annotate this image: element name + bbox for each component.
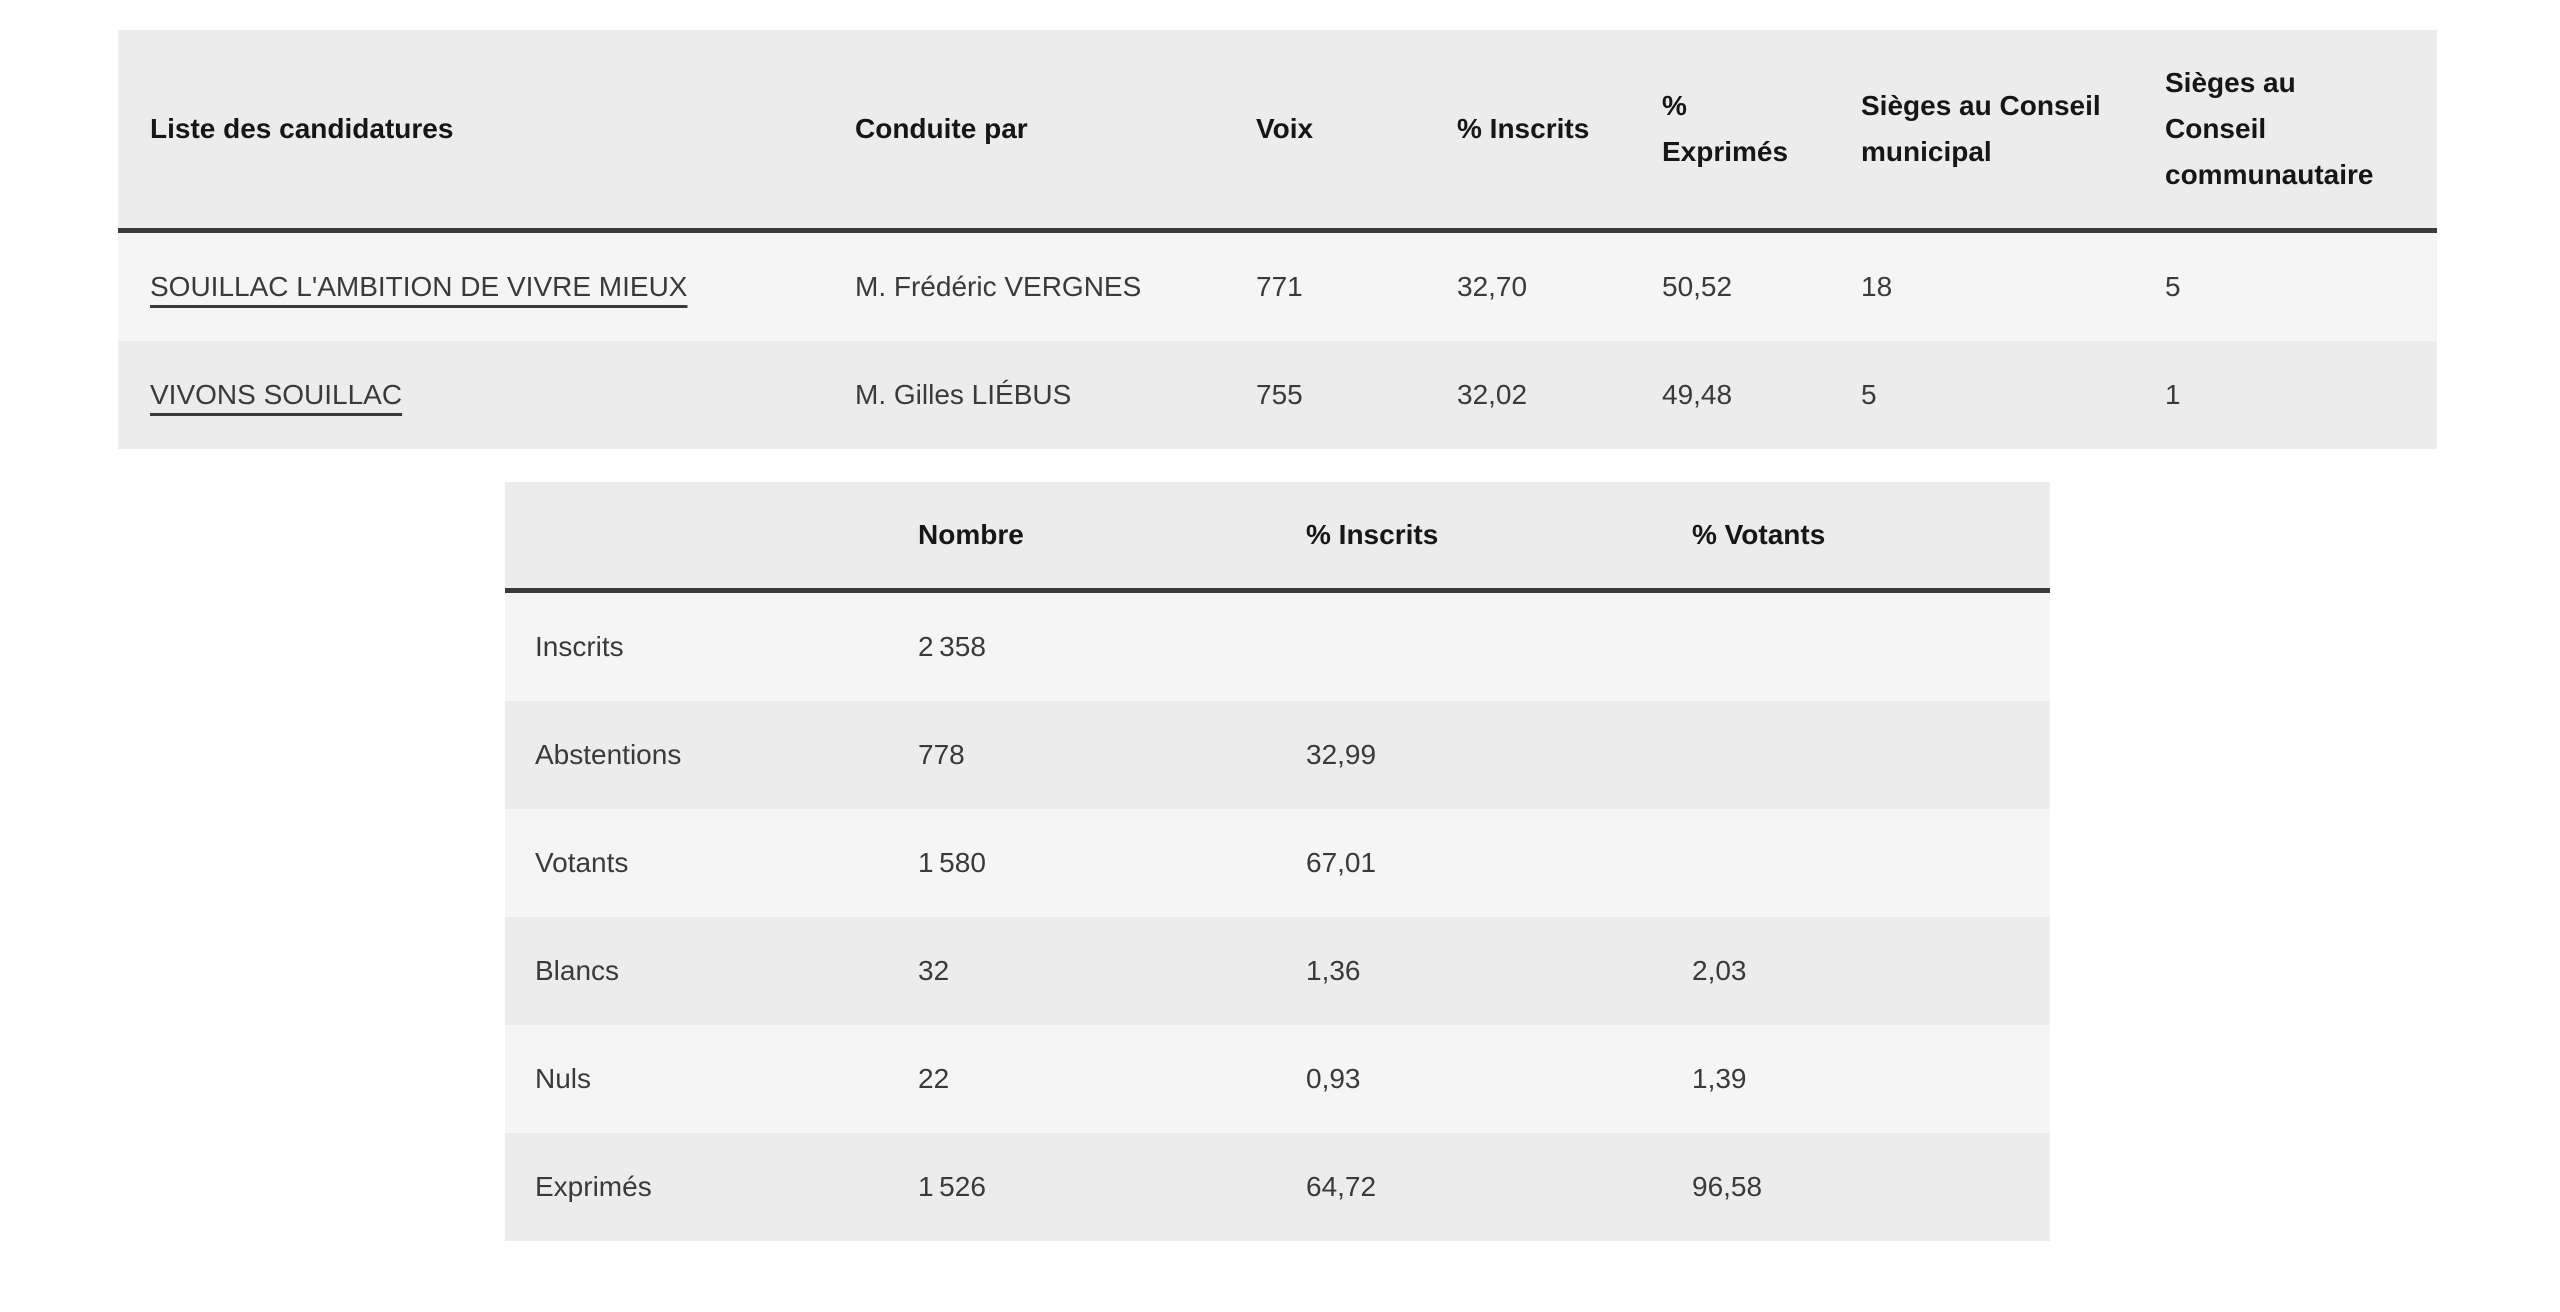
cell-row-label: Abstentions [535, 739, 682, 770]
cell-pct-inscrits: 32,99 [1306, 739, 1377, 770]
liste-link[interactable]: SOUILLAC L'AMBITION DE VIVRE MIEUX [150, 271, 688, 302]
table-row: Blancs 32 1,36 2,03 [505, 917, 2050, 1025]
table-row: Inscrits 2 358 [505, 590, 2050, 702]
cell-sieges-municipal: 18 [1861, 271, 1893, 302]
cell-liste: VIVONS SOUILLAC [118, 341, 855, 449]
column-header-voix: Voix [1256, 30, 1457, 233]
table-row: VIVONS SOUILLAC M. Gilles LIÉBUS 755 32,… [118, 341, 2437, 449]
cell-liste: SOUILLAC L'AMBITION DE VIVRE MIEUX [118, 231, 855, 342]
column-header-liste: Liste des candidatures [118, 30, 855, 233]
table-row: SOUILLAC L'AMBITION DE VIVRE MIEUX M. Fr… [118, 230, 2437, 342]
cell-pct-inscrits [1306, 591, 1692, 702]
cell-nombre: 778 [918, 739, 965, 770]
cell-row-label: Votants [535, 847, 629, 878]
cell-pct-votants [1692, 701, 2050, 809]
column-header-nombre: Nombre [918, 482, 1306, 593]
cell-row-label: Blancs [535, 955, 620, 986]
liste-link[interactable]: VIVONS SOUILLAC [150, 379, 403, 410]
participation-table: Nombre % Inscrits % Votants Inscrits 2 3… [505, 482, 2050, 1241]
cell-pct-exprimes: 50,52 [1662, 271, 1733, 302]
column-header-conduite-par: Conduite par [855, 30, 1256, 233]
cell-pct-votants [1692, 591, 2050, 702]
column-header-sieges-communautaire: Sièges au Conseil communautaire [2165, 30, 2437, 233]
cell-pct-exprimes: 49,48 [1662, 379, 1733, 410]
cell-nombre: 1 580 [918, 847, 986, 878]
results-table: Liste des candidatures Conduite par Voix… [118, 30, 2437, 449]
cell-nombre: 1 526 [918, 1171, 986, 1202]
cell-conduite-par: M. Frédéric VERGNES [855, 271, 1142, 302]
cell-pct-votants: 96,58 [1692, 1171, 1763, 1202]
cell-conduite-par: M. Gilles LIÉBUS [855, 379, 1072, 410]
cell-row-label: Inscrits [535, 631, 624, 662]
cell-pct-inscrits: 32,02 [1457, 379, 1528, 410]
cell-pct-votants [1692, 809, 2050, 917]
cell-voix: 771 [1256, 271, 1303, 302]
cell-pct-votants: 1,39 [1692, 1063, 1747, 1094]
cell-pct-inscrits: 64,72 [1306, 1171, 1377, 1202]
cell-nombre: 32 [918, 955, 950, 986]
column-header-empty [505, 482, 918, 593]
cell-pct-inscrits: 67,01 [1306, 847, 1377, 878]
column-header-pct-exprimes: % Exprimés [1662, 30, 1861, 233]
column-header-sieges-municipal: Sièges au Conseil municipal [1861, 30, 2165, 233]
cell-sieges-communautaire: 1 [2165, 379, 2181, 410]
cell-voix: 755 [1256, 379, 1303, 410]
cell-pct-votants: 2,03 [1692, 955, 1747, 986]
cell-row-label: Nuls [535, 1063, 592, 1094]
column-header-pct-votants: % Votants [1692, 482, 2050, 593]
column-header-pct-inscrits: % Inscrits [1457, 30, 1662, 233]
table-row: Exprimés 1 526 64,72 96,58 [505, 1133, 2050, 1241]
cell-sieges-municipal: 5 [1861, 379, 1877, 410]
cell-pct-inscrits: 1,36 [1306, 955, 1361, 986]
table-row: Abstentions 778 32,99 [505, 701, 2050, 809]
column-header-pct-inscrits: % Inscrits [1306, 482, 1692, 593]
cell-pct-inscrits: 32,70 [1457, 271, 1528, 302]
table-row: Nuls 22 0,93 1,39 [505, 1025, 2050, 1133]
table-row: Votants 1 580 67,01 [505, 809, 2050, 917]
cell-row-label: Exprimés [535, 1171, 652, 1202]
participation-header-row: Nombre % Inscrits % Votants [505, 482, 2050, 593]
cell-pct-inscrits: 0,93 [1306, 1063, 1361, 1094]
cell-nombre: 22 [918, 1063, 950, 1094]
cell-nombre: 2 358 [918, 631, 986, 662]
results-header-row: Liste des candidatures Conduite par Voix… [118, 30, 2437, 233]
cell-sieges-communautaire: 5 [2165, 271, 2181, 302]
